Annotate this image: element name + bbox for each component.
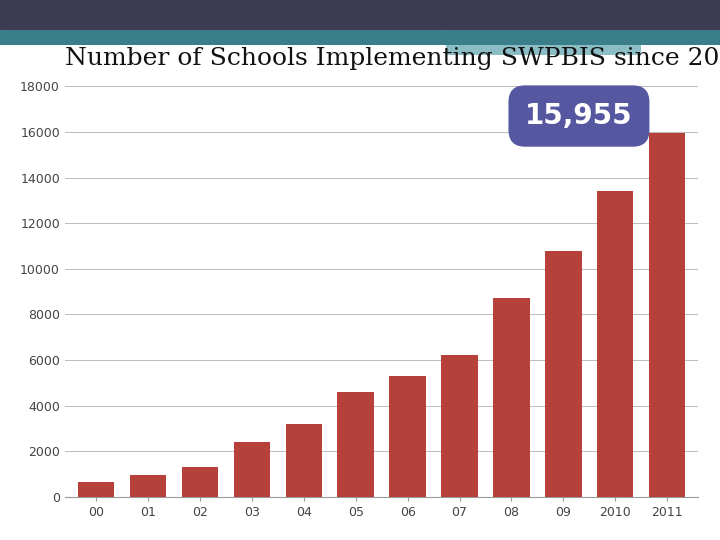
Bar bbox=[597, 191, 634, 497]
Bar bbox=[286, 424, 322, 497]
Bar bbox=[649, 133, 685, 497]
Text: 15,955: 15,955 bbox=[525, 102, 633, 130]
Bar bbox=[441, 355, 477, 497]
Bar bbox=[181, 467, 218, 497]
Bar bbox=[130, 475, 166, 497]
Text: Number of Schools Implementing SWPBIS since 2000: Number of Schools Implementing SWPBIS si… bbox=[65, 47, 720, 70]
Bar bbox=[338, 392, 374, 497]
Bar bbox=[78, 482, 114, 497]
Bar bbox=[233, 442, 270, 497]
Bar bbox=[390, 376, 426, 497]
Bar bbox=[545, 251, 582, 497]
Bar bbox=[493, 299, 530, 497]
